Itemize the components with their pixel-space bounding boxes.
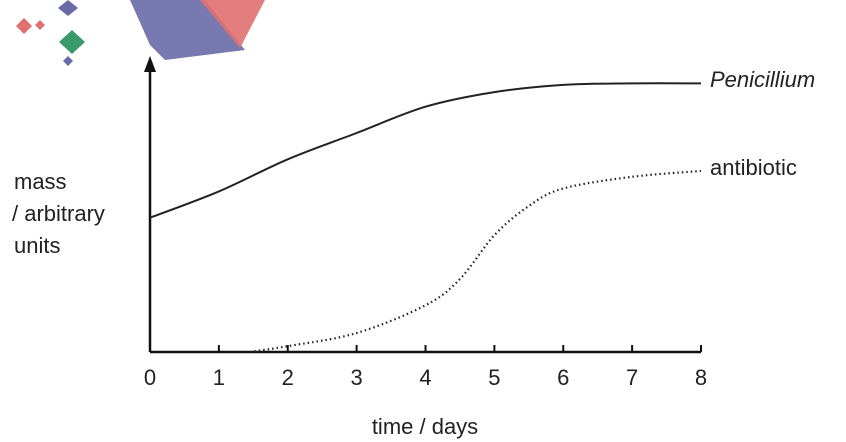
y-axis-label: units: [14, 233, 60, 258]
chart: mass / arbitrary units time / days 0 1 2 3 4…: [0, 0, 846, 442]
logo-decoration: [16, 0, 265, 66]
x-tick-label: 1: [213, 365, 225, 390]
x-tick-label: 3: [351, 365, 363, 390]
x-tick-label: 4: [419, 365, 431, 390]
x-tick-label: 2: [282, 365, 294, 390]
y-axis-label: / arbitrary: [12, 201, 105, 226]
y-axis-arrow: [144, 56, 156, 72]
x-tick-label: 5: [488, 365, 500, 390]
x-tick-label: 6: [557, 365, 569, 390]
x-axis-label: time / days: [372, 414, 478, 439]
series-line: [150, 83, 701, 217]
series-line: [250, 171, 701, 352]
y-axis-label: mass: [14, 169, 67, 194]
series-label: Penicillium: [710, 67, 815, 92]
x-tick-label: 0: [144, 365, 156, 390]
x-tick-label: 7: [626, 365, 638, 390]
series-label: antibiotic: [710, 155, 797, 180]
x-tick-label: 8: [695, 365, 707, 390]
